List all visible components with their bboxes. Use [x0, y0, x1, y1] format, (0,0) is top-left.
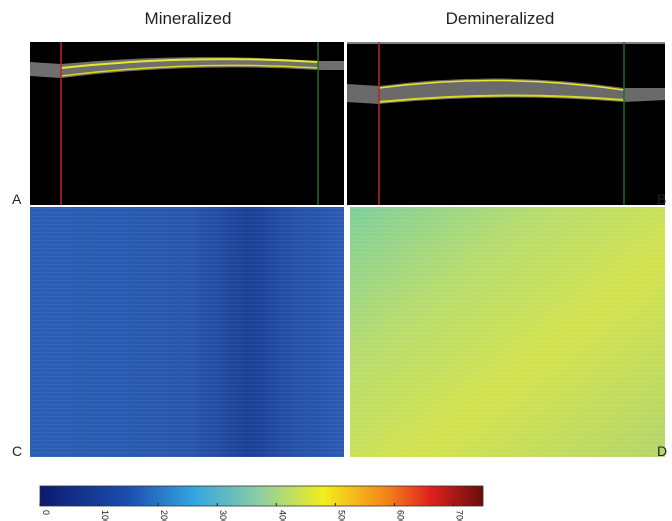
panel-c	[30, 207, 344, 457]
panel-d	[350, 207, 665, 457]
panel-b	[347, 42, 665, 205]
colorbar-tick-label: 700	[454, 510, 464, 521]
colorbar-tick-label: 0	[41, 510, 51, 515]
column-title: Mineralized	[145, 9, 232, 28]
colorbar-tick-label: 100	[100, 510, 110, 521]
column-title: Demineralized	[446, 9, 555, 28]
panel-label: A	[12, 191, 22, 207]
colorbar-tick-label: 500	[336, 510, 346, 521]
panel-label: D	[657, 443, 667, 459]
colorbar	[39, 485, 484, 507]
colorbar-tick-label: 400	[277, 510, 287, 521]
panel-a	[30, 42, 344, 205]
colorbar-tick-label: 600	[395, 510, 405, 521]
panel-label: C	[12, 443, 22, 459]
panel-label: B	[657, 191, 666, 207]
colorbar-tick-label: 200	[159, 510, 169, 521]
colorbar-tick-label: 300	[218, 510, 228, 521]
